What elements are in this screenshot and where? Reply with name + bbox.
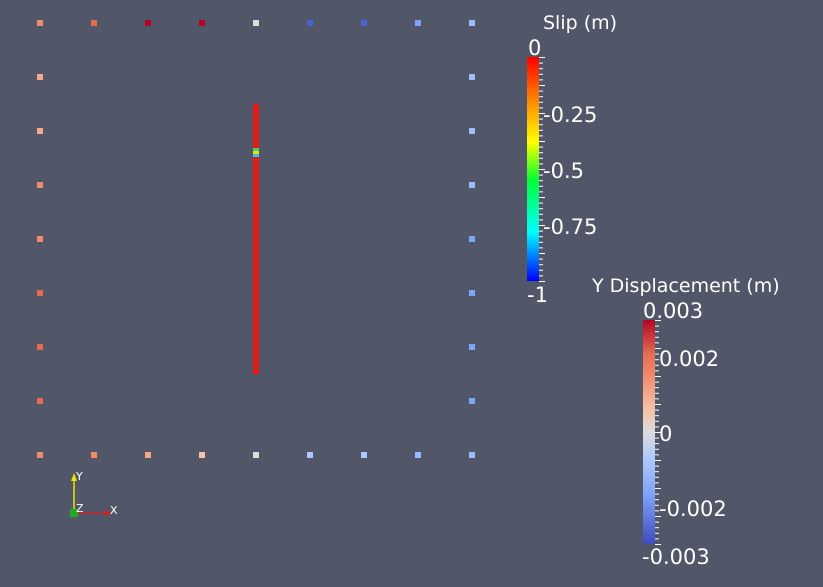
- station-marker: [469, 128, 475, 134]
- station-marker: [37, 398, 43, 404]
- slip-tick-4: -1: [527, 283, 548, 307]
- station-marker: [307, 20, 313, 26]
- station-marker: [253, 20, 259, 26]
- station-marker: [37, 128, 43, 134]
- station-marker: [145, 20, 151, 26]
- station-marker: [469, 398, 475, 404]
- slip-tick-3: -0.75: [543, 215, 598, 239]
- ydisp-tick-3: -0.002: [659, 497, 727, 521]
- station-marker: [469, 290, 475, 296]
- fault-line: [253, 104, 259, 374]
- slip-colorbar: [527, 57, 539, 281]
- station-marker: [91, 20, 97, 26]
- station-marker: [415, 20, 421, 26]
- station-marker: [37, 182, 43, 188]
- station-marker: [361, 452, 367, 458]
- station-marker: [37, 344, 43, 350]
- station-marker: [91, 452, 97, 458]
- slip-tickmarks: [539, 57, 545, 282]
- station-marker: [469, 452, 475, 458]
- ydisp-legend-title: Y Displacement (m): [592, 275, 780, 297]
- z-axis-label: Z: [76, 502, 84, 515]
- station-marker: [37, 20, 43, 26]
- fault-slip-mid-segment: [253, 151, 259, 154]
- station-marker: [145, 452, 151, 458]
- fault-trace: [253, 104, 259, 374]
- station-marker: [37, 290, 43, 296]
- station-marker: [37, 74, 43, 80]
- fault-slip-low-segment-2: [253, 154, 259, 157]
- ydisp-colorbar: [643, 320, 655, 544]
- y-axis-label: Y: [75, 470, 83, 483]
- station-marker: [415, 452, 421, 458]
- station-marker: [199, 20, 205, 26]
- y-axis-arrowhead: [71, 473, 77, 481]
- station-marker: [469, 236, 475, 242]
- slip-tick-0: 0: [528, 36, 542, 60]
- ydisp-tickmarks: [655, 320, 661, 545]
- station-marker: [37, 452, 43, 458]
- slip-tick-2: -0.5: [543, 159, 584, 183]
- station-marker: [469, 20, 475, 26]
- station-marker: [253, 452, 259, 458]
- axes-triad: Y X Z: [70, 470, 118, 517]
- ydisp-tick-1: 0.002: [659, 347, 720, 371]
- station-marker: [37, 236, 43, 242]
- ydisp-tick-0: 0.003: [643, 299, 704, 323]
- station-markers: [37, 20, 475, 458]
- station-marker: [469, 182, 475, 188]
- x-axis-label: X: [110, 504, 118, 517]
- station-marker: [469, 74, 475, 80]
- ydisp-tick-2: 0: [659, 422, 673, 446]
- fault-slip-low-segment: [253, 148, 259, 151]
- station-marker: [199, 452, 205, 458]
- station-marker: [469, 344, 475, 350]
- station-marker: [361, 20, 367, 26]
- ydisp-tick-4: -0.003: [642, 545, 710, 569]
- slip-legend-title: Slip (m): [543, 12, 618, 34]
- slip-tick-1: -0.25: [543, 103, 598, 127]
- station-marker: [307, 452, 313, 458]
- z-axis-marker: [70, 509, 78, 517]
- x-axis-arrowhead: [105, 510, 112, 516]
